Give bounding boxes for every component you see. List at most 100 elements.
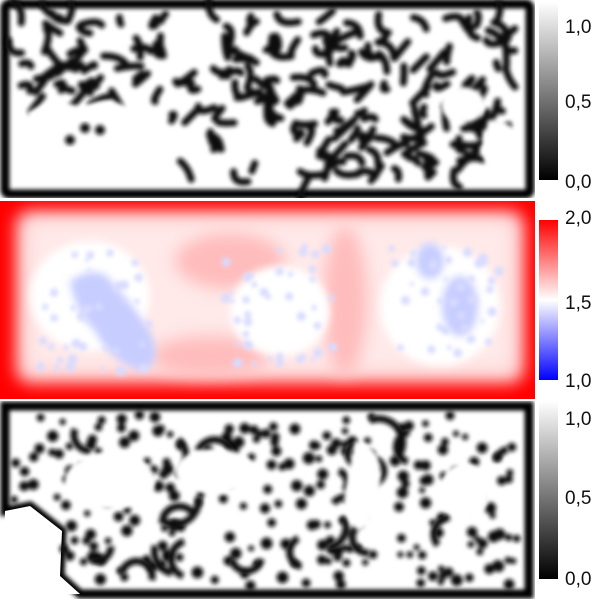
droplet bbox=[342, 558, 351, 567]
droplet bbox=[65, 442, 74, 450]
labyrinth-stroke bbox=[150, 85, 164, 105]
labyrinth-stroke bbox=[419, 103, 428, 119]
droplet bbox=[316, 554, 327, 565]
droplet bbox=[422, 420, 429, 427]
labyrinth-stroke bbox=[87, 93, 113, 108]
droplet bbox=[84, 510, 91, 517]
labyrinth-stroke bbox=[287, 36, 302, 57]
labyrinth-stroke bbox=[347, 124, 362, 144]
speckle bbox=[78, 342, 88, 351]
middle-ratio-panel: 2,0 1,5 1,0 bbox=[0, 201, 600, 399]
labyrinth-stroke bbox=[262, 75, 281, 84]
speckle bbox=[287, 271, 294, 277]
speckle bbox=[480, 319, 485, 324]
middle-ratio-field bbox=[0, 201, 535, 399]
droplet bbox=[301, 578, 311, 588]
labyrinth-stroke bbox=[339, 83, 370, 96]
labyrinth-stroke bbox=[327, 27, 341, 53]
speckle bbox=[431, 258, 438, 264]
speckle bbox=[119, 280, 129, 290]
speckle bbox=[115, 366, 126, 376]
droplet bbox=[123, 506, 131, 514]
droplet bbox=[260, 537, 273, 550]
speckle bbox=[56, 356, 64, 364]
speckle bbox=[487, 307, 497, 317]
labyrinth-stroke bbox=[172, 77, 193, 87]
speckle bbox=[139, 341, 145, 347]
droplet bbox=[487, 530, 500, 543]
droplet bbox=[210, 575, 219, 584]
speckle bbox=[106, 249, 114, 257]
speckle bbox=[460, 323, 469, 332]
speckle bbox=[275, 359, 284, 368]
labyrinth-stroke bbox=[461, 75, 475, 89]
droplet bbox=[506, 469, 514, 477]
labyrinth-stroke bbox=[375, 33, 390, 47]
droplet bbox=[27, 479, 39, 490]
domain-wall-arc bbox=[157, 496, 202, 528]
speckle bbox=[65, 362, 76, 372]
labyrinth-stroke bbox=[343, 152, 366, 167]
speckle bbox=[85, 319, 90, 324]
droplet bbox=[116, 423, 126, 433]
droplet bbox=[465, 573, 474, 582]
speckle bbox=[486, 285, 494, 294]
labyrinth-stroke bbox=[66, 46, 87, 72]
middle-colorbar-tick-mid: 1,5 bbox=[565, 293, 592, 314]
droplet bbox=[413, 544, 420, 551]
droplet bbox=[403, 420, 414, 431]
droplet bbox=[397, 551, 404, 558]
middle-colorbar bbox=[539, 220, 558, 398]
droplet bbox=[134, 410, 145, 420]
droplet bbox=[152, 425, 164, 437]
middle-colorbar-tick-min: 1,0 bbox=[565, 371, 592, 392]
droplet bbox=[65, 520, 77, 532]
labyrinth-stroke bbox=[390, 165, 403, 183]
speckle bbox=[234, 342, 240, 347]
labyrinth-stroke bbox=[290, 123, 305, 137]
speckle bbox=[50, 314, 58, 322]
speckle bbox=[462, 247, 473, 257]
labyrinth-stroke bbox=[151, 40, 167, 60]
labyrinth-stroke bbox=[400, 133, 426, 143]
droplet bbox=[461, 433, 469, 441]
labyrinth-stroke bbox=[473, 9, 482, 29]
labyrinth-stroke bbox=[115, 14, 125, 28]
droplet bbox=[325, 535, 335, 545]
droplet bbox=[224, 424, 234, 434]
droplet bbox=[419, 497, 432, 509]
labyrinth-stroke bbox=[58, 81, 76, 95]
speckle bbox=[494, 266, 504, 276]
speckle bbox=[485, 338, 493, 346]
labyrinth-stroke bbox=[48, 9, 72, 25]
droplet bbox=[469, 530, 477, 538]
droplet bbox=[168, 490, 180, 502]
labyrinth-stroke bbox=[379, 79, 391, 93]
labyrinth-stroke bbox=[289, 73, 318, 88]
droplet bbox=[489, 512, 496, 519]
droplet bbox=[230, 547, 242, 560]
droplet bbox=[247, 453, 256, 461]
speckle bbox=[446, 345, 452, 350]
droplet bbox=[149, 411, 161, 423]
droplet bbox=[341, 427, 349, 435]
labyrinth-stroke bbox=[426, 48, 448, 73]
domain-wall-arc bbox=[392, 428, 411, 466]
speckle bbox=[243, 340, 253, 350]
labyrinth-stroke bbox=[292, 119, 319, 129]
labyrinth-stroke bbox=[268, 48, 295, 61]
bottom-density-field bbox=[0, 401, 535, 599]
droplet bbox=[19, 466, 30, 477]
labyrinth-stroke bbox=[77, 18, 106, 29]
labyrinth-stroke bbox=[218, 67, 245, 80]
droplet bbox=[94, 423, 103, 432]
speckle bbox=[228, 291, 234, 296]
droplet bbox=[10, 495, 18, 504]
labyrinth-stroke bbox=[211, 104, 226, 123]
droplet bbox=[467, 541, 475, 548]
speckle bbox=[70, 305, 77, 311]
bottom-colorbar-tick-max: 1,0 bbox=[565, 409, 592, 430]
droplet bbox=[324, 557, 332, 565]
droplet bbox=[302, 452, 315, 465]
droplet bbox=[322, 431, 332, 441]
